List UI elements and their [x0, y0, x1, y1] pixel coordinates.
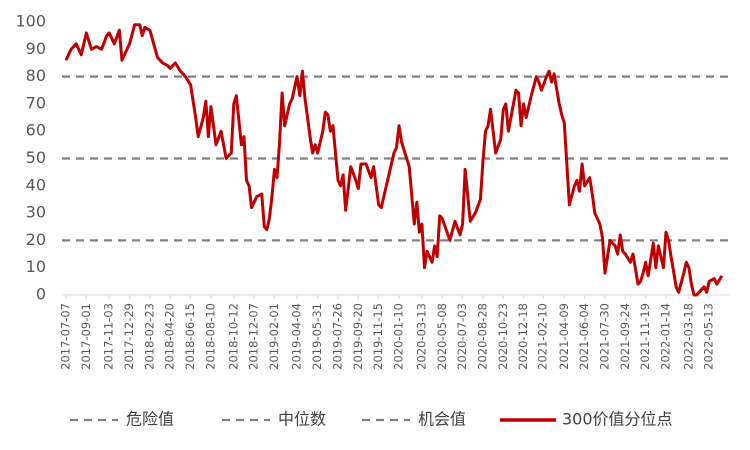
x-tick-label: 2017-09-01 — [79, 303, 93, 370]
x-tick-label: 2019-11-15 — [371, 303, 385, 370]
y-tick-label: 70 — [26, 93, 46, 112]
x-tick-label: 2017-12-29 — [122, 303, 136, 370]
y-tick-label: 50 — [26, 148, 46, 167]
x-tick-label: 2017-11-03 — [102, 303, 116, 370]
x-tick-label: 2021-04-09 — [557, 303, 571, 370]
x-tick-label: 2018-06-15 — [183, 303, 197, 370]
x-tick-label: 2018-04-20 — [163, 303, 177, 370]
x-tick-label: 2018-08-10 — [203, 303, 217, 370]
x-tick-label: 2021-06-04 — [577, 303, 591, 370]
legend-label: 危险值 — [126, 410, 174, 429]
y-tick-label: 20 — [26, 230, 46, 249]
x-tick-label: 2019-09-20 — [351, 303, 365, 370]
x-tick-label: 2021-07-30 — [597, 303, 611, 370]
x-tick-label: 2017-07-07 — [59, 303, 73, 370]
x-tick-label: 2021-09-24 — [618, 303, 632, 370]
x-tick-label: 2020-03-13 — [414, 303, 428, 370]
y-tick-label: 0 — [36, 285, 46, 304]
y-tick-label: 100 — [15, 12, 46, 31]
x-tick-label: 2019-05-31 — [310, 303, 324, 370]
x-tick-label: 2020-10-23 — [496, 303, 510, 370]
x-tick-label: 2022-05-13 — [702, 303, 716, 370]
x-tick-label: 2018-02-23 — [142, 303, 156, 370]
legend-label: 300价值分位点 — [562, 410, 673, 429]
y-tick-label: 40 — [26, 175, 46, 194]
y-tick-label: 10 — [26, 257, 46, 276]
x-tick-label: 2021-02-10 — [536, 303, 550, 370]
series-line — [64, 23, 724, 297]
x-tick-label: 2020-01-10 — [392, 303, 406, 370]
y-tick-label: 90 — [26, 39, 46, 58]
y-tick-label: 30 — [26, 203, 46, 222]
y-tick-label: 80 — [26, 66, 46, 85]
x-tick-label: 2020-08-28 — [475, 303, 489, 370]
x-tick-label: 2019-02-01 — [267, 303, 281, 370]
x-tick-label: 2020-05-08 — [435, 303, 449, 370]
x-tick-label: 2019-04-04 — [289, 303, 303, 370]
x-tick-label: 2018-12-07 — [247, 303, 261, 370]
x-tick-label: 2018-10-12 — [226, 303, 240, 370]
x-tick-label: 2022-01-14 — [658, 303, 672, 370]
x-tick-label: 2022-03-18 — [681, 303, 695, 370]
legend-label: 中位数 — [278, 410, 326, 429]
x-tick-label: 2020-07-03 — [455, 303, 469, 370]
x-tick-label: 2020-12-18 — [516, 303, 530, 370]
x-tick-label: 2021-11-19 — [638, 303, 652, 370]
x-tick-label: 2019-07-26 — [331, 303, 345, 370]
legend-label: 机会值 — [418, 410, 466, 429]
y-tick-label: 60 — [26, 121, 46, 140]
